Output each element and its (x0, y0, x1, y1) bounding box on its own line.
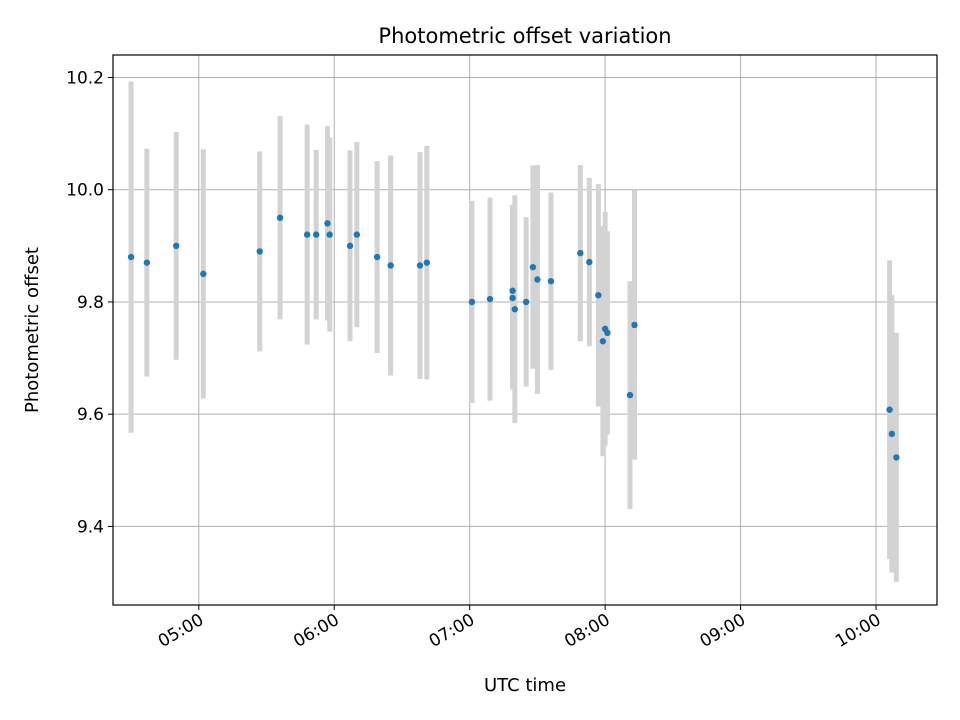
data-point (416, 262, 424, 269)
data-point (631, 321, 638, 329)
data-point (423, 259, 430, 266)
data-point (893, 454, 900, 461)
chart-title: Photometric offset variation (378, 24, 671, 48)
data-point (534, 276, 541, 283)
data-point (326, 231, 333, 238)
data-point (604, 329, 611, 337)
data-point (143, 259, 151, 266)
data-point (509, 294, 516, 302)
data-point (547, 277, 555, 285)
data-point (312, 231, 320, 238)
y-tick-label: 10.0 (66, 181, 104, 201)
data-point (256, 248, 263, 255)
data-point (888, 430, 896, 438)
data-point (127, 253, 135, 261)
data-point (486, 295, 494, 303)
data-point (509, 287, 516, 294)
data-point (522, 298, 530, 306)
point-layer (127, 214, 900, 461)
data-point (387, 262, 394, 269)
y-tick-label: 9.4 (77, 517, 104, 537)
x-axis-label: UTC time (484, 675, 566, 696)
y-axis-label: Photometric offset (22, 247, 43, 413)
data-point (346, 242, 354, 250)
data-point (468, 298, 476, 306)
y-tick-label: 9.6 (77, 405, 104, 425)
data-point (886, 406, 893, 413)
data-point (599, 338, 607, 345)
data-point (276, 214, 284, 221)
y-tick-label: 10.2 (66, 68, 104, 88)
data-point (577, 249, 584, 257)
data-point (373, 253, 381, 261)
data-point (586, 258, 593, 266)
data-point (353, 231, 361, 238)
data-point (529, 263, 537, 271)
data-point (511, 306, 519, 313)
y-tick-label: 9.8 (77, 293, 104, 313)
data-point (324, 220, 331, 227)
data-point (595, 292, 602, 299)
data-point (173, 242, 180, 250)
data-point (626, 391, 634, 399)
data-point (200, 270, 207, 278)
data-point (303, 231, 311, 238)
plot-area-frame (112, 54, 938, 606)
